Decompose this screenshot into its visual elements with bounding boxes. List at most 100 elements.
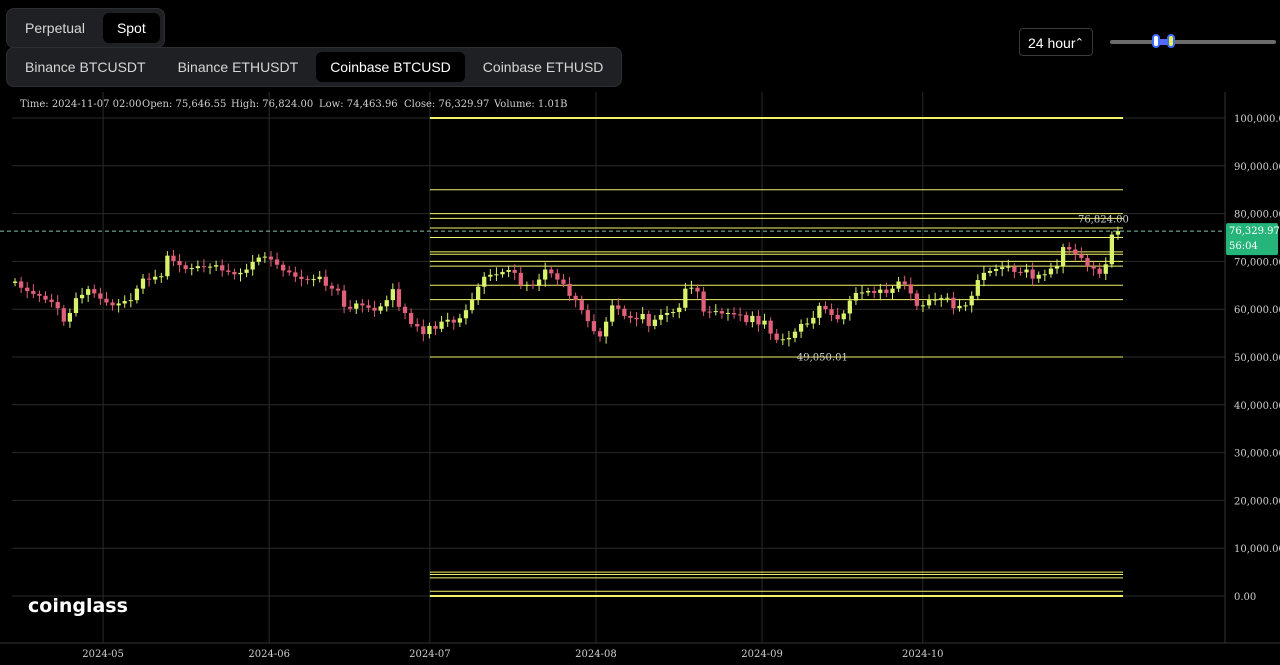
slider-handle-start[interactable] <box>1152 34 1161 48</box>
candle-body <box>914 293 920 306</box>
candle-body <box>122 301 127 304</box>
candle-body <box>908 284 913 294</box>
price-tag-price: 76,329.97 <box>1229 226 1280 237</box>
candle-body <box>1030 269 1035 279</box>
candle-body <box>323 276 328 286</box>
candle-body <box>183 265 188 270</box>
chart-grid <box>12 92 1225 643</box>
candle-body <box>1000 267 1005 270</box>
candle-body <box>250 261 255 270</box>
tab-perpetual[interactable]: Perpetual <box>25 20 85 36</box>
slider-track <box>1110 40 1276 44</box>
low-annotation: 49,050.01 <box>797 352 848 363</box>
candle-body <box>524 284 530 286</box>
candle-body <box>695 287 700 292</box>
candle-body <box>439 321 444 329</box>
candle-body <box>719 311 725 314</box>
candle-body <box>220 265 225 271</box>
candle-body <box>348 306 353 309</box>
candle-body <box>1036 274 1041 279</box>
y-tick-label: 100,000.00 <box>1234 114 1280 125</box>
candle-body <box>1054 266 1060 269</box>
candle-body <box>987 270 993 273</box>
candle-body <box>305 279 310 281</box>
candle-body <box>232 271 237 275</box>
candle-body <box>573 295 578 301</box>
candle-body <box>140 278 146 289</box>
candle-body <box>616 305 621 309</box>
info-open: Open: 75,646.55 <box>142 99 226 110</box>
candle-body <box>543 269 548 280</box>
info-close: Close: 76,329.97 <box>404 99 489 110</box>
candle-body <box>427 325 432 335</box>
candle-body <box>415 324 420 327</box>
candle-body <box>79 294 85 299</box>
candle-body <box>311 279 316 281</box>
period-select[interactable]: 24 hour ⌃ <box>1019 28 1093 56</box>
y-tick-label: 40,000.00 <box>1234 401 1280 412</box>
candle-body <box>195 266 200 269</box>
ohlc-info-line: Time: 2024-11-07 02:00 Open: 75,646.55 H… <box>20 99 568 110</box>
candle-body <box>798 324 804 332</box>
slider-handle-end[interactable] <box>1167 34 1176 48</box>
y-axis-ticks: 100,000.00 90,000.00 80,000.00 70,000.00 60,… <box>1234 114 1280 603</box>
info-time: Time: 2024-11-07 02:00 <box>20 99 141 110</box>
candle-body <box>561 279 566 284</box>
candle-body <box>390 289 395 301</box>
candle-body <box>536 279 542 286</box>
candle-body <box>165 255 170 277</box>
tab-coinbase-btcusd[interactable]: Coinbase BTCUSD <box>316 52 465 82</box>
candle-body <box>658 314 664 320</box>
candle-body <box>945 297 950 299</box>
candle-body <box>329 285 335 289</box>
candle-body <box>555 273 560 280</box>
range-slider[interactable] <box>1110 34 1276 50</box>
candle-body <box>281 264 286 271</box>
liquidation-levels <box>429 117 1123 597</box>
tab-binance-btcusdt[interactable]: Binance BTCUSDT <box>25 59 146 75</box>
candle-body <box>1006 266 1011 268</box>
candle-body <box>872 291 877 293</box>
x-tick-label: 2024-05 <box>82 649 124 660</box>
candle-body <box>207 266 213 268</box>
candle-body <box>360 303 365 306</box>
candle-body <box>396 289 402 307</box>
candle-body <box>792 331 798 338</box>
candle-body <box>646 313 651 326</box>
y-tick-label: 30,000.00 <box>1234 449 1280 460</box>
candle-body <box>384 300 389 307</box>
candle-body <box>835 314 840 320</box>
tab-coinbase-ethusd[interactable]: Coinbase ETHUSD <box>482 59 604 75</box>
candle-body <box>25 287 30 292</box>
candle-body <box>811 317 816 324</box>
candle-body <box>463 310 469 319</box>
candle-body <box>1091 266 1096 269</box>
candle-body <box>1048 268 1054 275</box>
y-tick-label: 50,000.00 <box>1234 353 1280 364</box>
candle-body <box>762 320 767 325</box>
candle-body <box>628 315 633 318</box>
candle-body <box>238 272 243 275</box>
candle-body <box>354 303 359 309</box>
candle-body <box>55 302 60 309</box>
candle-body <box>920 305 926 307</box>
candle-body <box>408 313 414 325</box>
candle-body <box>469 299 475 311</box>
candle-body <box>494 274 499 276</box>
candle-body <box>847 300 852 314</box>
x-tick-label: 2024-09 <box>741 649 783 660</box>
candle-body <box>287 270 292 273</box>
candle-body <box>530 284 536 286</box>
info-volume: Volume: 1.01B <box>493 99 568 110</box>
candle-body <box>128 300 133 302</box>
candle-body <box>402 306 408 314</box>
price-tag: 76,329.97 56:04 <box>1226 223 1280 256</box>
candle-body <box>677 307 682 313</box>
candle-body <box>12 281 18 283</box>
candle-body <box>421 326 426 335</box>
tab-spot[interactable]: Spot <box>102 13 160 43</box>
candle-body <box>262 256 268 258</box>
tab-binance-ethusdt[interactable]: Binance ETHUSDT <box>177 59 299 75</box>
candle-body <box>146 278 152 280</box>
